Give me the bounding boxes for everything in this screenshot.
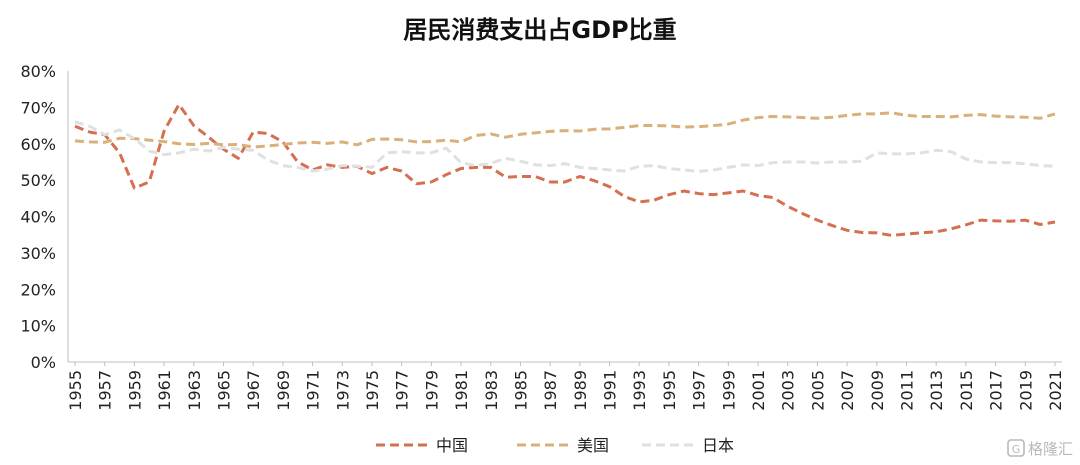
x-tick-label: 1959 <box>125 370 144 411</box>
x-tick-label: 1995 <box>660 370 679 411</box>
y-tick-label: 50% <box>20 171 56 190</box>
x-tick-label: 1983 <box>482 370 501 411</box>
legend-label-1: 美国 <box>577 436 609 455</box>
x-tick-label: 2017 <box>987 370 1006 411</box>
x-tick-label: 1985 <box>511 370 530 411</box>
x-tick-label: 2009 <box>868 370 887 411</box>
gelonghui-logo-icon <box>1007 439 1025 457</box>
x-tick-label: 1973 <box>333 370 352 411</box>
x-tick-label: 1989 <box>571 370 590 411</box>
x-tick-label: 2021 <box>1046 370 1065 411</box>
x-tick-label: 1963 <box>185 370 204 411</box>
x-tick-label: 1961 <box>155 370 174 411</box>
chart-title: 居民消费支出占GDP比重 <box>403 16 676 44</box>
x-tick-label: 1981 <box>452 370 471 411</box>
x-tick-label: 2011 <box>898 370 917 411</box>
watermark: G 格隆汇 <box>1007 439 1073 458</box>
legend-label-0: 中国 <box>436 436 468 455</box>
x-tick-label: 1987 <box>541 370 560 411</box>
x-tick-label: 2001 <box>749 370 768 411</box>
x-tick-label: 1979 <box>422 370 441 411</box>
y-tick-label: 10% <box>20 317 56 336</box>
y-tick-label: 30% <box>20 244 56 263</box>
x-tick-label: 1977 <box>393 370 412 411</box>
x-tick-label: 1991 <box>601 370 620 411</box>
y-tick-label: 20% <box>20 280 56 299</box>
x-tick-label: 2003 <box>779 370 798 411</box>
y-tick-label: 40% <box>20 208 56 227</box>
y-tick-label: 0% <box>31 353 56 372</box>
x-tick-label: 1993 <box>630 370 649 411</box>
series-line-0 <box>74 102 1056 237</box>
x-tick-label: 2015 <box>957 370 976 411</box>
series-layer <box>74 102 1056 237</box>
watermark-text: 格隆汇 <box>1028 440 1073 458</box>
legend-label-2: 日本 <box>702 436 734 455</box>
y-tick-label: 70% <box>20 98 56 117</box>
y-tick-label: 60% <box>20 135 56 154</box>
x-tick-label: 2019 <box>1016 370 1035 411</box>
x-tick-label: 1969 <box>274 370 293 411</box>
x-tick-label: 1965 <box>214 370 233 411</box>
x-tick-label: 1971 <box>304 370 323 411</box>
y-tick-label: 80% <box>20 62 56 81</box>
x-tick-label: 2005 <box>808 370 827 411</box>
x-tick-label: 1997 <box>690 370 709 411</box>
series-line-1 <box>74 111 1056 149</box>
legend: 中国 美国 日本 <box>376 436 734 455</box>
x-axis: 1955 1957 1959 1961 1963 1965 1967 1969 1971 1973… <box>66 361 1065 411</box>
x-tick-label: 1975 <box>363 370 382 411</box>
x-tick-label: 1967 <box>244 370 263 411</box>
series-line-2 <box>74 120 1056 173</box>
x-tick-label: 2007 <box>838 370 857 411</box>
x-tick-label: 1999 <box>719 370 738 411</box>
x-tick-label: 1957 <box>96 370 115 411</box>
x-tick-label: 1955 <box>66 370 85 411</box>
x-tick-label: 2013 <box>927 370 946 411</box>
gelonghui-logo-icon-glyph: G <box>1012 443 1021 456</box>
y-axis: 0% 10% 20% 30% 40% 50% 60% 70% 80% <box>20 62 69 372</box>
